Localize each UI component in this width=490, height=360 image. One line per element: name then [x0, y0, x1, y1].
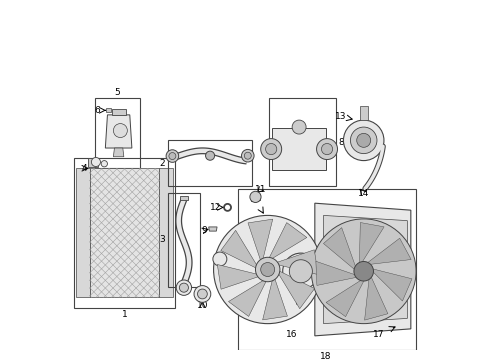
Circle shape	[194, 285, 211, 302]
Circle shape	[92, 157, 100, 167]
Bar	[75, 168, 90, 297]
Bar	[238, 189, 416, 350]
Polygon shape	[359, 222, 384, 264]
Polygon shape	[263, 278, 288, 320]
Circle shape	[261, 139, 282, 159]
Circle shape	[343, 120, 384, 161]
Bar	[159, 168, 173, 297]
Circle shape	[255, 257, 280, 282]
Bar	[270, 98, 336, 186]
Text: 11: 11	[255, 185, 267, 194]
Text: 5: 5	[115, 88, 121, 97]
Polygon shape	[209, 227, 217, 231]
Text: 9: 9	[201, 226, 207, 235]
Circle shape	[266, 144, 277, 155]
Text: 6: 6	[95, 106, 100, 115]
Polygon shape	[214, 266, 226, 272]
Bar	[360, 106, 368, 120]
Polygon shape	[105, 115, 132, 148]
Text: 15: 15	[250, 195, 261, 204]
Text: 16: 16	[286, 330, 298, 339]
Bar	[90, 168, 159, 297]
Polygon shape	[294, 289, 307, 297]
Polygon shape	[228, 280, 267, 316]
Circle shape	[261, 262, 275, 276]
Polygon shape	[372, 269, 412, 301]
Bar	[168, 193, 199, 287]
Circle shape	[292, 120, 306, 134]
Text: 13: 13	[335, 112, 347, 121]
Circle shape	[242, 149, 254, 162]
Circle shape	[357, 133, 370, 147]
Polygon shape	[367, 238, 411, 265]
Text: 9: 9	[261, 225, 267, 234]
Polygon shape	[248, 219, 273, 261]
Circle shape	[321, 144, 333, 155]
Polygon shape	[278, 270, 315, 309]
Circle shape	[169, 153, 176, 159]
Text: 17: 17	[373, 330, 385, 339]
Text: 8: 8	[338, 138, 344, 147]
Circle shape	[101, 161, 107, 167]
Circle shape	[176, 280, 192, 295]
Polygon shape	[323, 215, 407, 324]
Polygon shape	[106, 108, 111, 112]
Polygon shape	[88, 158, 98, 167]
Text: 2: 2	[159, 158, 165, 167]
Bar	[95, 98, 140, 168]
Polygon shape	[113, 148, 124, 157]
Circle shape	[250, 191, 261, 202]
Polygon shape	[276, 250, 318, 275]
Text: 7: 7	[221, 272, 227, 281]
Circle shape	[245, 152, 251, 159]
Text: 3: 3	[159, 235, 165, 244]
Circle shape	[166, 150, 179, 162]
Circle shape	[197, 289, 207, 299]
Circle shape	[311, 219, 416, 324]
Circle shape	[354, 261, 373, 281]
Text: 12: 12	[210, 203, 221, 212]
Circle shape	[179, 283, 189, 292]
Polygon shape	[323, 228, 356, 270]
Polygon shape	[326, 280, 365, 317]
Polygon shape	[269, 222, 307, 260]
Polygon shape	[365, 276, 388, 320]
Circle shape	[205, 151, 215, 160]
Circle shape	[213, 252, 227, 266]
Text: 1: 1	[122, 310, 127, 319]
Bar	[112, 109, 125, 115]
Text: 10: 10	[196, 301, 208, 310]
Text: 14: 14	[358, 189, 369, 198]
Circle shape	[317, 139, 338, 159]
Circle shape	[113, 123, 127, 138]
Polygon shape	[218, 265, 260, 289]
Polygon shape	[315, 203, 411, 336]
Polygon shape	[221, 230, 258, 269]
Circle shape	[289, 260, 313, 283]
Bar	[250, 194, 260, 200]
Bar	[168, 140, 252, 186]
Circle shape	[350, 127, 377, 154]
Polygon shape	[251, 225, 260, 230]
Bar	[180, 195, 189, 200]
Polygon shape	[316, 261, 357, 285]
Circle shape	[214, 215, 322, 324]
Circle shape	[283, 253, 319, 289]
Text: 4: 4	[82, 164, 87, 173]
Bar	[272, 128, 326, 170]
Bar	[74, 158, 175, 308]
Text: 18: 18	[319, 352, 331, 360]
